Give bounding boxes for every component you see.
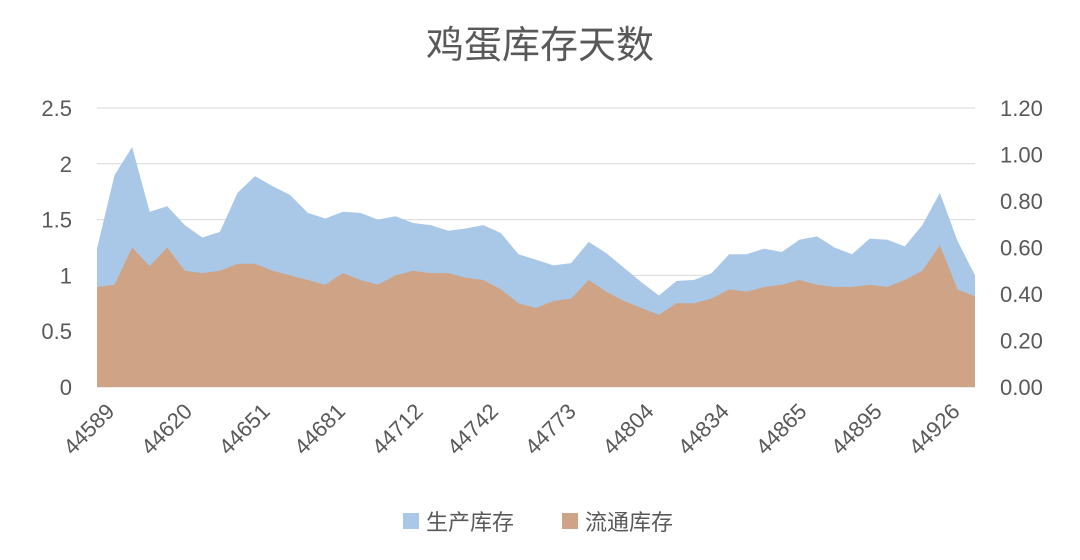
area-series-circulation: [97, 245, 975, 387]
x-tick-label: 44742: [442, 399, 503, 460]
y-right-tick-label: 1.00: [1000, 143, 1043, 168]
legend-swatch-production: [403, 513, 419, 529]
y-left-tick-label: 1: [60, 263, 72, 288]
x-tick-label: 44681: [289, 399, 350, 460]
y-right-tick-label: 0.00: [1000, 375, 1043, 400]
x-tick-label: 44865: [751, 399, 812, 460]
y-left-tick-label: 1.5: [41, 208, 72, 233]
y-left-tick-label: 0: [60, 375, 72, 400]
x-tick-label: 44834: [673, 399, 734, 460]
y-left-tick-label: 2.5: [41, 96, 72, 121]
x-tick-label: 44589: [58, 399, 119, 460]
chart-title: 鸡蛋库存天数: [426, 23, 654, 67]
legend-swatch-circulation: [562, 513, 578, 529]
legend-label-circulation: 流通库存: [585, 511, 673, 536]
x-tick-label: 44804: [598, 399, 659, 460]
y-right-tick-label: 1.20: [1000, 96, 1043, 121]
x-tick-label: 44926: [904, 399, 965, 460]
plot-area: [97, 147, 975, 387]
y-left-tick-label: 2: [60, 152, 72, 177]
y-right-tick-label: 0.60: [1000, 236, 1043, 261]
x-tick-label: 44895: [826, 399, 887, 460]
y-right-tick-label: 0.40: [1000, 282, 1043, 307]
x-tick-label: 44620: [136, 399, 197, 460]
legend: 生产库存 流通库存: [403, 511, 673, 536]
y-right-tick-label: 0.20: [1000, 329, 1043, 354]
y-left-tick-label: 0.5: [41, 319, 72, 344]
x-tick-label: 44712: [367, 399, 428, 460]
legend-label-production: 生产库存: [426, 511, 514, 536]
x-tick-label: 44773: [520, 399, 581, 460]
x-tick-label: 44651: [214, 399, 275, 460]
y-right-tick-label: 0.80: [1000, 189, 1043, 214]
